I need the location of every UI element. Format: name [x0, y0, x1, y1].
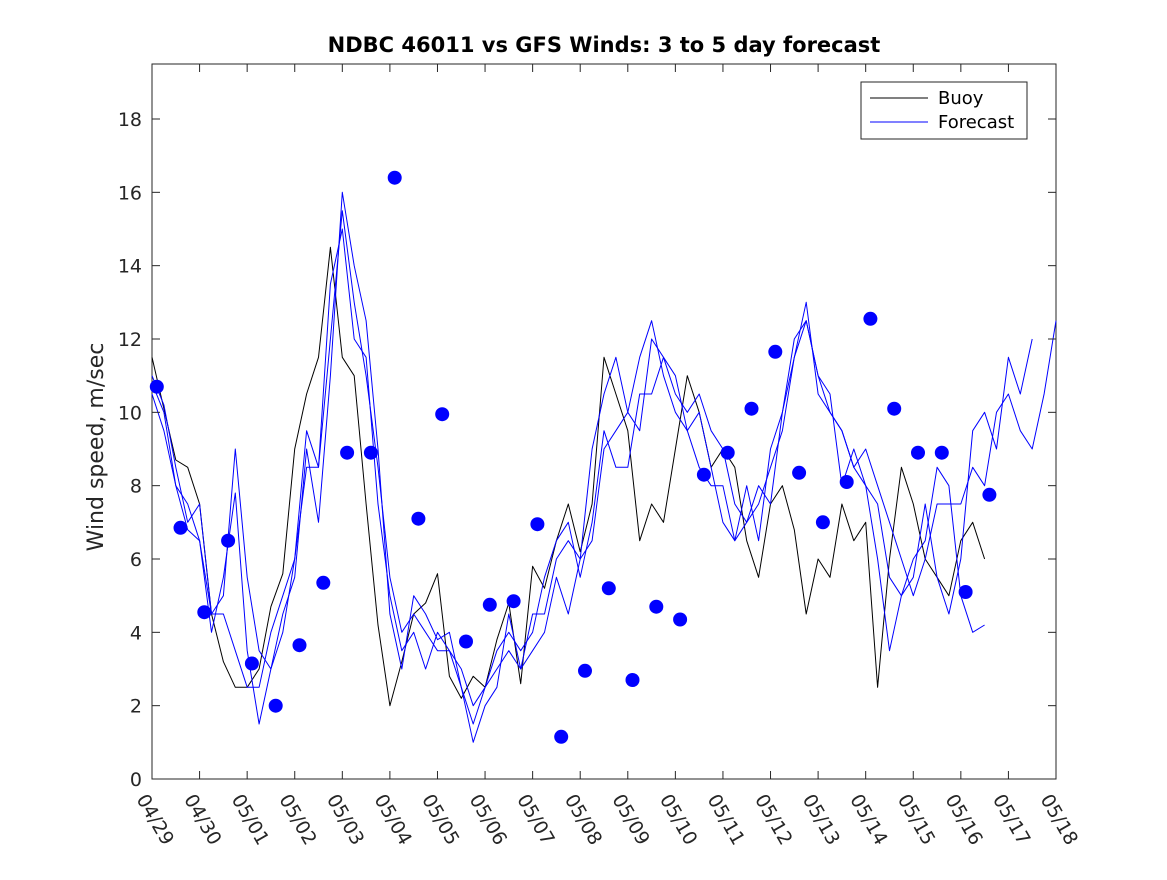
forecast-marker — [792, 465, 807, 480]
x-tick-label: 05/14 — [845, 791, 891, 849]
forecast-marker — [673, 612, 688, 627]
legend-label-buoy: Buoy — [938, 88, 984, 109]
legend-box — [860, 81, 1028, 140]
y-tick-label: 8 — [130, 476, 142, 498]
x-tick-label: 05/15 — [893, 791, 939, 849]
x-tick-label: 05/18 — [1036, 791, 1082, 849]
forecast-marker — [649, 599, 664, 614]
forecast-marker — [244, 656, 259, 671]
forecast-marker — [506, 594, 521, 609]
x-tick-label: 05/12 — [750, 791, 796, 849]
x-tick-label: 04/30 — [179, 791, 225, 849]
forecast-marker — [839, 475, 854, 489]
buoy-series-line — [151, 246, 986, 707]
forecast-marker — [340, 445, 355, 460]
forecast-marker — [554, 729, 569, 744]
x-tick-label: 05/13 — [798, 791, 844, 849]
forecast-marker — [221, 533, 236, 548]
x-tick-label: 05/07 — [512, 791, 558, 849]
x-tick-label: 05/03 — [322, 791, 368, 849]
x-tick-label: 05/09 — [607, 791, 653, 849]
forecast-marker — [911, 445, 925, 460]
forecast-marker — [173, 520, 188, 535]
y-tick-label: 10 — [118, 402, 142, 424]
legend: Buoy Forecast — [860, 81, 1028, 140]
y-tick-label: 4 — [130, 622, 142, 644]
y-tick-label: 18 — [118, 109, 142, 131]
forecast-marker — [982, 487, 997, 502]
forecast-marker — [363, 445, 378, 460]
chart-title: NDBC 46011 vs GFS Winds: 3 to 5 day fore… — [328, 33, 881, 57]
forecast-marker — [934, 445, 949, 460]
x-tick-label: 05/05 — [417, 791, 463, 849]
forecast-marker — [268, 698, 283, 713]
forecast-marker — [601, 581, 616, 596]
forecast-marker — [197, 605, 212, 620]
marker-layer — [149, 170, 997, 744]
plot-area — [151, 63, 1057, 780]
y-tick-label: 2 — [130, 696, 142, 718]
y-tick-label: 6 — [130, 549, 142, 571]
y-tick-label: 12 — [118, 329, 142, 351]
x-tick-label: 05/11 — [703, 791, 749, 849]
forecast-series-line — [151, 210, 1057, 707]
y-tick-label: 16 — [118, 182, 142, 204]
x-tick-label: 05/01 — [227, 791, 273, 849]
x-tick-label: 04/29 — [132, 791, 178, 849]
forecast-marker — [435, 407, 450, 422]
x-tick-label: 05/10 — [655, 791, 701, 849]
y-axis-label: Wind speed, m/sec — [84, 343, 109, 552]
x-tick-label: 05/16 — [941, 791, 987, 849]
forecast-marker — [530, 517, 545, 532]
forecast-marker — [316, 575, 331, 590]
forecast-marker — [387, 170, 402, 185]
forecast-marker — [768, 344, 783, 359]
forecast-marker — [482, 597, 497, 612]
x-tick-label: 05/17 — [988, 791, 1034, 849]
forecast-marker — [459, 634, 473, 649]
forecast-marker — [411, 511, 426, 526]
forecast-marker — [815, 515, 830, 530]
y-tick-label: 0 — [130, 769, 142, 791]
forecast-marker — [696, 467, 711, 482]
forecast-marker — [887, 401, 902, 416]
legend-label-forecast: Forecast — [938, 112, 1014, 133]
x-tick-label: 05/02 — [274, 791, 320, 849]
forecast-series-line — [151, 228, 985, 743]
forecast-marker — [149, 379, 164, 394]
forecast-series-line — [151, 191, 1033, 725]
forecast-marker — [863, 311, 878, 326]
x-tick-label: 05/08 — [560, 791, 606, 849]
forecast-marker — [578, 663, 592, 678]
forecast-marker — [720, 445, 735, 460]
forecast-marker — [625, 673, 640, 687]
forecast-marker — [292, 638, 307, 653]
x-tick-label: 05/06 — [465, 791, 511, 849]
x-tick-label: 05/04 — [370, 791, 416, 849]
forecast-marker — [744, 401, 759, 416]
y-tick-label: 14 — [118, 256, 142, 278]
series-layer — [151, 191, 1057, 743]
forecast-marker — [958, 585, 973, 599]
